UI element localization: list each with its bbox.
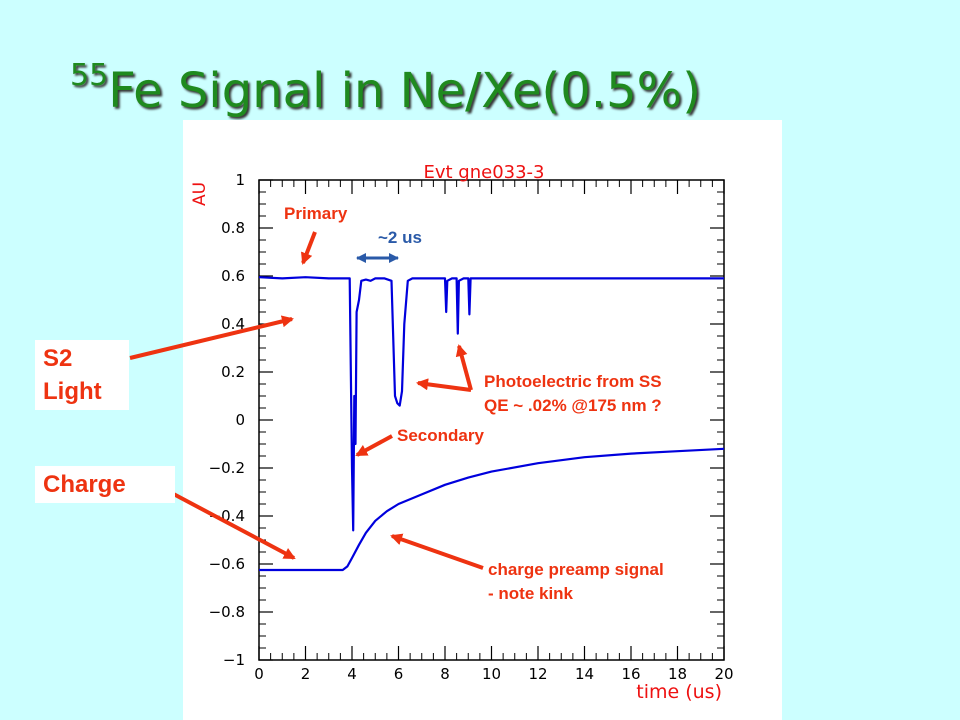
s2-light-line2: Light [43,378,102,405]
y-tick-label: 0.4 [221,315,245,333]
plot-panel [183,120,782,720]
x-tick-label: 2 [301,665,311,683]
series-line-2 [259,447,725,572]
x-tick-label: 16 [621,665,640,683]
s2-light-arrow [129,315,294,360]
charge-preamp-arrow [390,533,484,570]
y-tick-label: 0.2 [221,363,245,381]
y-tick-label: −1 [223,651,245,669]
x-tick-label: 10 [482,665,501,683]
x-tick-label: 12 [528,665,547,683]
chart-title: Evt gne033-3 [423,162,544,183]
y-axis-label: AU [190,182,210,206]
y-tick-label: 0 [235,411,245,429]
x-tick-label: 0 [254,665,264,683]
y-tick-label: −0.8 [209,603,245,621]
charge-preamp-label: charge preamp signal - note kink [488,558,664,606]
x-tick-label: 4 [347,665,357,683]
slide-title: 55Fe Signal in Ne/Xe(0.5%) [70,58,701,119]
s2-light-line1: S2 [43,345,73,372]
secondary-label: Secondary [397,426,484,445]
title-superscript: 55 [70,58,109,93]
y-tick-label: 0.6 [221,267,245,285]
charge-preamp-line2: - note kink [488,584,574,603]
charge-arrow [165,488,296,560]
y-tick-label: 1 [235,171,245,189]
y-tick-label: −0.6 [209,555,245,573]
primary-label: Primary [284,204,348,223]
photoelectric-line1: Photoelectric from SS [484,372,662,391]
charge-label: Charge [35,466,175,503]
photoelectric-arrow-1 [416,378,472,392]
title-text: Fe Signal in Ne/Xe(0.5%) [108,63,701,119]
x-tick-label: 6 [394,665,404,683]
charge-label-text: Charge [43,471,126,498]
photoelectric-line2: QE ~ .02% @175 nm ? [484,396,662,415]
s2-light-label: S2 Light [35,340,129,410]
x-tick-label: 20 [714,665,733,683]
x-tick-label: 8 [440,665,450,683]
x-tick-label: 14 [575,665,594,683]
y-tick-label: −0.4 [209,507,245,525]
x-tick-label: 18 [668,665,687,683]
y-tick-label: −0.2 [209,459,245,477]
interval-label: ~2 us [378,228,422,247]
series-line-1 [258,276,724,532]
photoelectric-arrow-2 [455,344,473,391]
secondary-arrow [355,434,393,457]
y-tick-label: 0.8 [221,219,245,237]
charge-preamp-line1: charge preamp signal [488,560,664,579]
x-axis-label: time (us) [636,681,722,703]
primary-arrow [301,231,317,265]
photoelectric-label: Photoelectric from SS QE ~ .02% @175 nm … [484,370,662,418]
